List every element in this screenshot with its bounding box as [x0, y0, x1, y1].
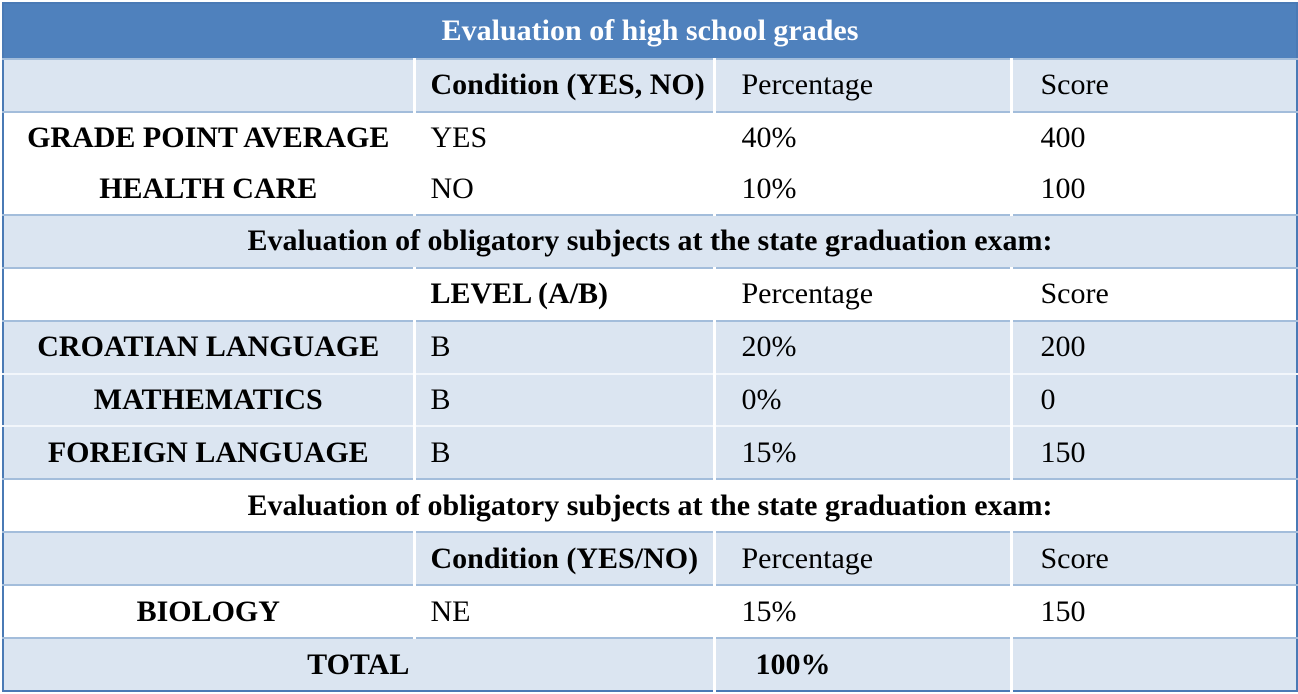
- section-title-row: Evaluation of obligatory subjects at the…: [3, 478, 1298, 533]
- level-value: B: [412, 425, 714, 480]
- empty-cell: [3, 58, 414, 112]
- column-header-condition: Condition (YES/NO): [412, 531, 714, 586]
- table-row: HEALTH CARE NO 10% 100: [3, 163, 1298, 215]
- row-label: BIOLOGY: [3, 584, 414, 639]
- score-value: 200: [1009, 319, 1298, 374]
- column-header-percentage: Percentage: [712, 58, 1011, 112]
- percentage-value: 0%: [712, 372, 1011, 427]
- percentage-value: 15%: [712, 425, 1011, 480]
- empty-cell: [1009, 637, 1298, 691]
- column-header-percentage: Percentage: [712, 531, 1011, 586]
- empty-cell: [3, 531, 414, 586]
- column-header-score: Score: [1009, 266, 1298, 321]
- percentage-value: 15%: [712, 584, 1011, 639]
- score-value: 0: [1009, 372, 1298, 427]
- empty-cell: [3, 266, 414, 321]
- table-row: MATHEMATICS B 0% 0: [3, 372, 1298, 427]
- row-label: MATHEMATICS: [3, 372, 414, 427]
- score-value: 100: [1009, 163, 1298, 215]
- column-header-score: Score: [1009, 531, 1298, 586]
- score-value: 150: [1009, 425, 1298, 480]
- table-title-row: Evaluation of high school grades: [3, 3, 1298, 59]
- column-header-row: Condition (YES, NO) Percentage Score: [3, 58, 1298, 112]
- table-title: Evaluation of high school grades: [3, 3, 1298, 59]
- score-value: 400: [1009, 110, 1298, 164]
- row-label: GRADE POINT AVERAGE: [3, 110, 414, 164]
- column-header-score: Score: [1009, 58, 1298, 112]
- level-value: B: [412, 319, 714, 374]
- table-row: GRADE POINT AVERAGE YES 40% 400: [3, 110, 1298, 164]
- row-label: FOREIGN LANGUAGE: [3, 425, 414, 480]
- section-title: Evaluation of obligatory subjects at the…: [3, 478, 1298, 533]
- section-title: Evaluation of obligatory subjects at the…: [3, 213, 1298, 268]
- percentage-value: 10%: [712, 163, 1011, 215]
- column-header-percentage: Percentage: [712, 266, 1011, 321]
- column-header-level: LEVEL (A/B): [412, 266, 714, 321]
- total-percentage: 100%: [712, 637, 1011, 691]
- row-label: CROATIAN LANGUAGE: [3, 319, 414, 374]
- level-value: B: [412, 372, 714, 427]
- column-header-condition: Condition (YES, NO): [412, 58, 714, 112]
- condition-value: NE: [412, 584, 714, 639]
- percentage-value: 40%: [712, 110, 1011, 164]
- row-label: HEALTH CARE: [3, 163, 414, 215]
- table-row: FOREIGN LANGUAGE B 15% 150: [3, 425, 1298, 480]
- column-header-row: LEVEL (A/B) Percentage Score: [3, 266, 1298, 321]
- total-label: TOTAL: [3, 637, 714, 691]
- column-header-row: Condition (YES/NO) Percentage Score: [3, 531, 1298, 586]
- section-title-row: Evaluation of obligatory subjects at the…: [3, 213, 1298, 268]
- table-row: CROATIAN LANGUAGE B 20% 200: [3, 319, 1298, 374]
- condition-value: NO: [412, 163, 714, 215]
- percentage-value: 20%: [712, 319, 1011, 374]
- total-row: TOTAL 100%: [3, 637, 1298, 691]
- table-row: BIOLOGY NE 15% 150: [3, 584, 1298, 639]
- condition-value: YES: [412, 110, 714, 164]
- score-value: 150: [1009, 584, 1298, 639]
